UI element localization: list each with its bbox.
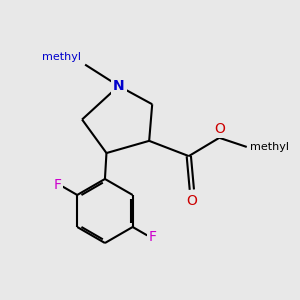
Text: F: F: [53, 178, 61, 192]
Text: O: O: [186, 194, 197, 208]
Text: F: F: [149, 230, 157, 244]
Text: methyl: methyl: [41, 52, 80, 61]
Text: methyl: methyl: [250, 142, 289, 152]
Text: O: O: [214, 122, 225, 136]
Text: N: N: [113, 79, 124, 93]
